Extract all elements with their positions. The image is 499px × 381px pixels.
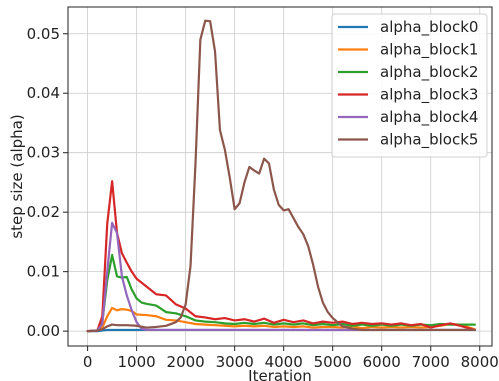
legend-entry: alpha_block0 (380, 18, 478, 37)
y-tick-label: 0.02 (27, 203, 60, 221)
legend-entry: alpha_block4 (380, 108, 478, 127)
legend-entry: alpha_block1 (380, 41, 478, 60)
y-axis: 0.00 0.01 0.02 0.03 0.04 0.05 (27, 25, 68, 340)
y-tick-label: 0.05 (27, 25, 60, 43)
legend-entry: alpha_block2 (380, 63, 478, 82)
x-axis-label: Iteration (248, 367, 312, 381)
y-tick-label: 0.03 (27, 144, 60, 162)
x-tick-label: 6000 (363, 353, 401, 371)
plot-frame (67, 6, 493, 347)
y-tick-label: 0.00 (27, 322, 60, 340)
x-tick-label: 2000 (167, 353, 205, 371)
series-lines (86, 19, 476, 333)
legend-box (331, 13, 488, 158)
x-axis: 0 1000 2000 3000 4000 5000 6000 7000 8000 (83, 346, 499, 371)
legend: alpha_block0 alpha_block1 alpha_block2alph… (331, 13, 488, 158)
x-tick-label: 7000 (412, 353, 450, 371)
x-tick-label: 0 (83, 353, 93, 371)
series-line-alpha-block1 (86, 306, 476, 333)
x-tick-label: 4000 (265, 353, 303, 371)
y-tick-label: 0.04 (27, 84, 60, 102)
series-line-alpha-block3 (86, 180, 476, 333)
x-tick-label: 5000 (314, 353, 352, 371)
legend-entry: alpha_block3 (380, 86, 478, 105)
x-tick-label: 3000 (216, 353, 254, 371)
series-line-alpha-block5 (86, 19, 476, 333)
y-axis-label: step size (alpha) (8, 114, 26, 238)
x-tick-label: 1000 (118, 353, 156, 371)
series-line-alpha-block2 (86, 253, 476, 333)
legend-entry: alpha_block5 (380, 131, 478, 150)
y-tick-label: 0.01 (27, 263, 60, 281)
x-tick-label: 8000 (461, 353, 499, 371)
